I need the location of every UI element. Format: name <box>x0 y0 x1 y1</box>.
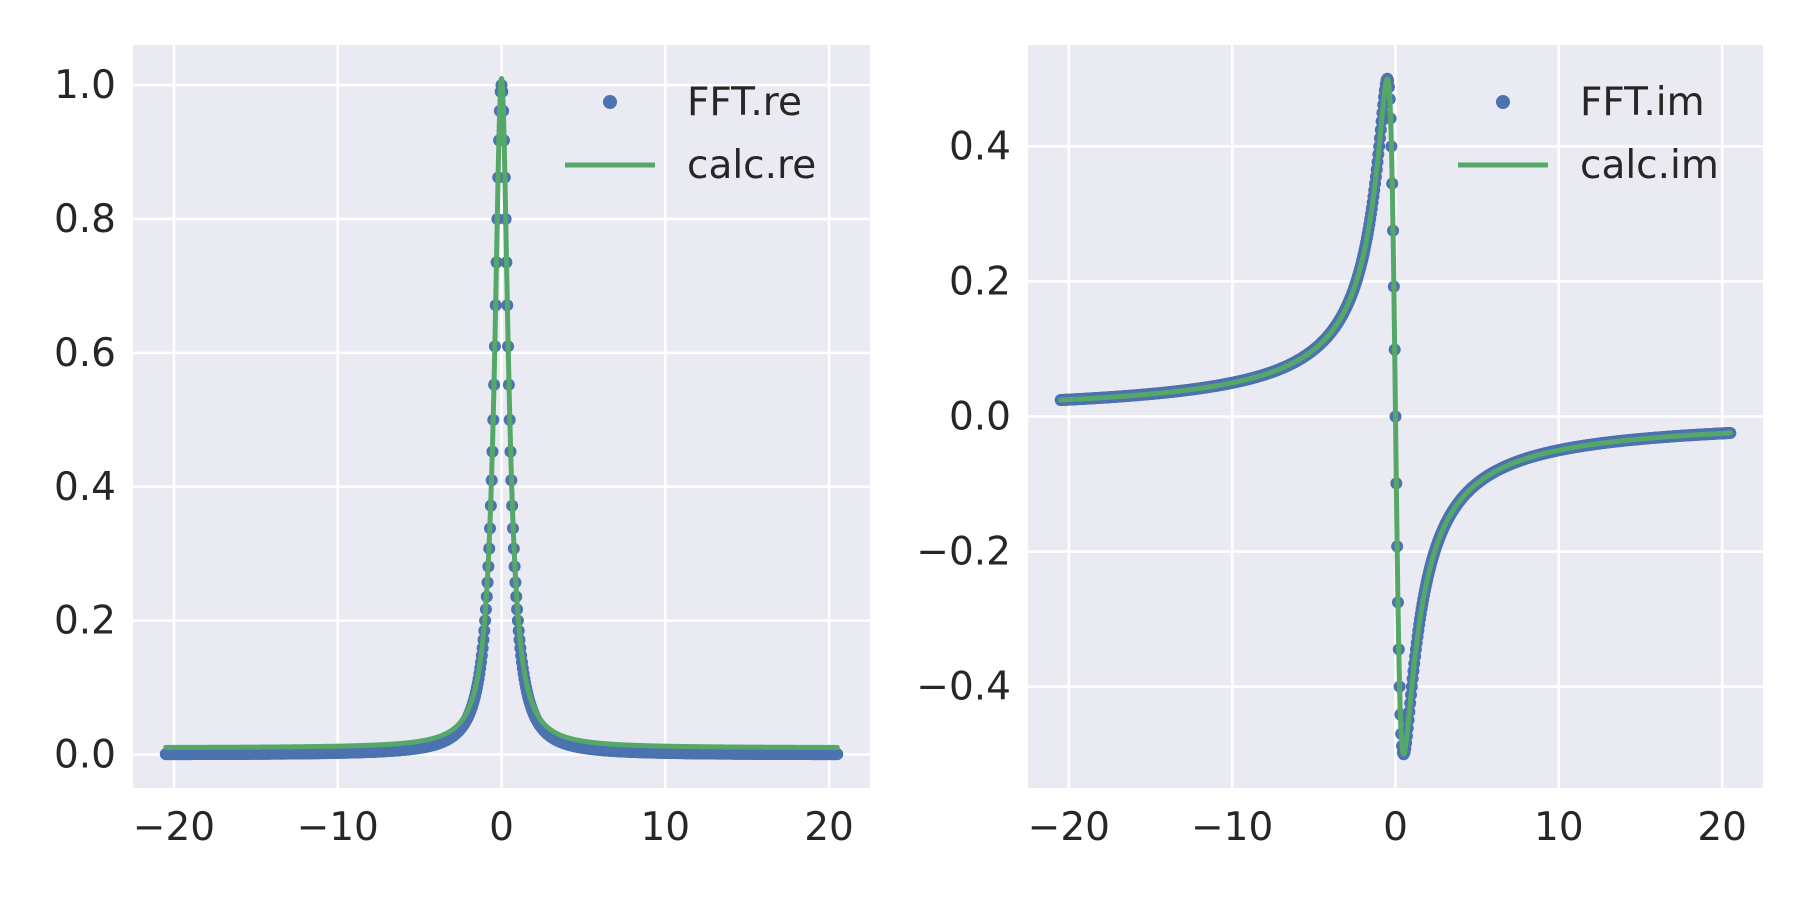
legend-label: calc.re <box>687 143 816 188</box>
legend-label: calc.im <box>1580 143 1719 188</box>
y-tick-label: 0.4 <box>54 465 116 510</box>
x-tick-label: −20 <box>133 805 215 850</box>
legend-marker <box>1496 95 1510 109</box>
y-tick-label: 1.0 <box>54 63 116 108</box>
legend-label: FFT.re <box>687 80 802 125</box>
x-tick-label: 0 <box>1383 805 1408 850</box>
y-tick-label: −0.4 <box>916 665 1011 710</box>
y-tick-label: 0.6 <box>54 331 116 376</box>
y-tick-label: 0.8 <box>54 197 116 242</box>
y-tick-label: 0.2 <box>54 599 116 644</box>
data-point <box>831 748 844 761</box>
x-tick-label: −10 <box>297 805 379 850</box>
data-layer <box>159 75 844 761</box>
y-tick-label: 0.0 <box>949 395 1011 440</box>
legend: FFT.re calc.re <box>565 80 816 188</box>
y-tick-label: −0.2 <box>916 530 1011 575</box>
legend-marker <box>603 95 617 109</box>
y-tick-label: 0.4 <box>949 124 1011 169</box>
legend: FFT.im calc.im <box>1458 80 1719 188</box>
x-tick-label: −20 <box>1028 805 1110 850</box>
x-tick-label: −10 <box>1191 805 1273 850</box>
left-chart-panel: −20 −10 0 10 20 0.0 0.2 0.4 0.6 0.8 1.0 FFT.re calc.… <box>54 45 870 850</box>
series-FFT.re <box>159 79 844 761</box>
x-tick-label: 20 <box>1697 805 1747 850</box>
series-calc.re-line <box>163 75 840 750</box>
x-tick-label: 0 <box>489 805 514 850</box>
x-tick-label: 20 <box>804 805 854 850</box>
series-calc.im-line <box>1058 76 1733 757</box>
data-layer <box>1054 72 1737 761</box>
y-tick-label: 0.0 <box>54 733 116 778</box>
x-tick-label: 10 <box>640 805 690 850</box>
x-tick-label: 10 <box>1534 805 1584 850</box>
legend-label: FFT.im <box>1580 80 1705 125</box>
right-chart-panel: −20 −10 0 10 20 −0.4 −0.2 0.0 0.2 0.4 FFT.im calc.i… <box>916 45 1763 850</box>
y-tick-label: 0.2 <box>949 259 1011 304</box>
